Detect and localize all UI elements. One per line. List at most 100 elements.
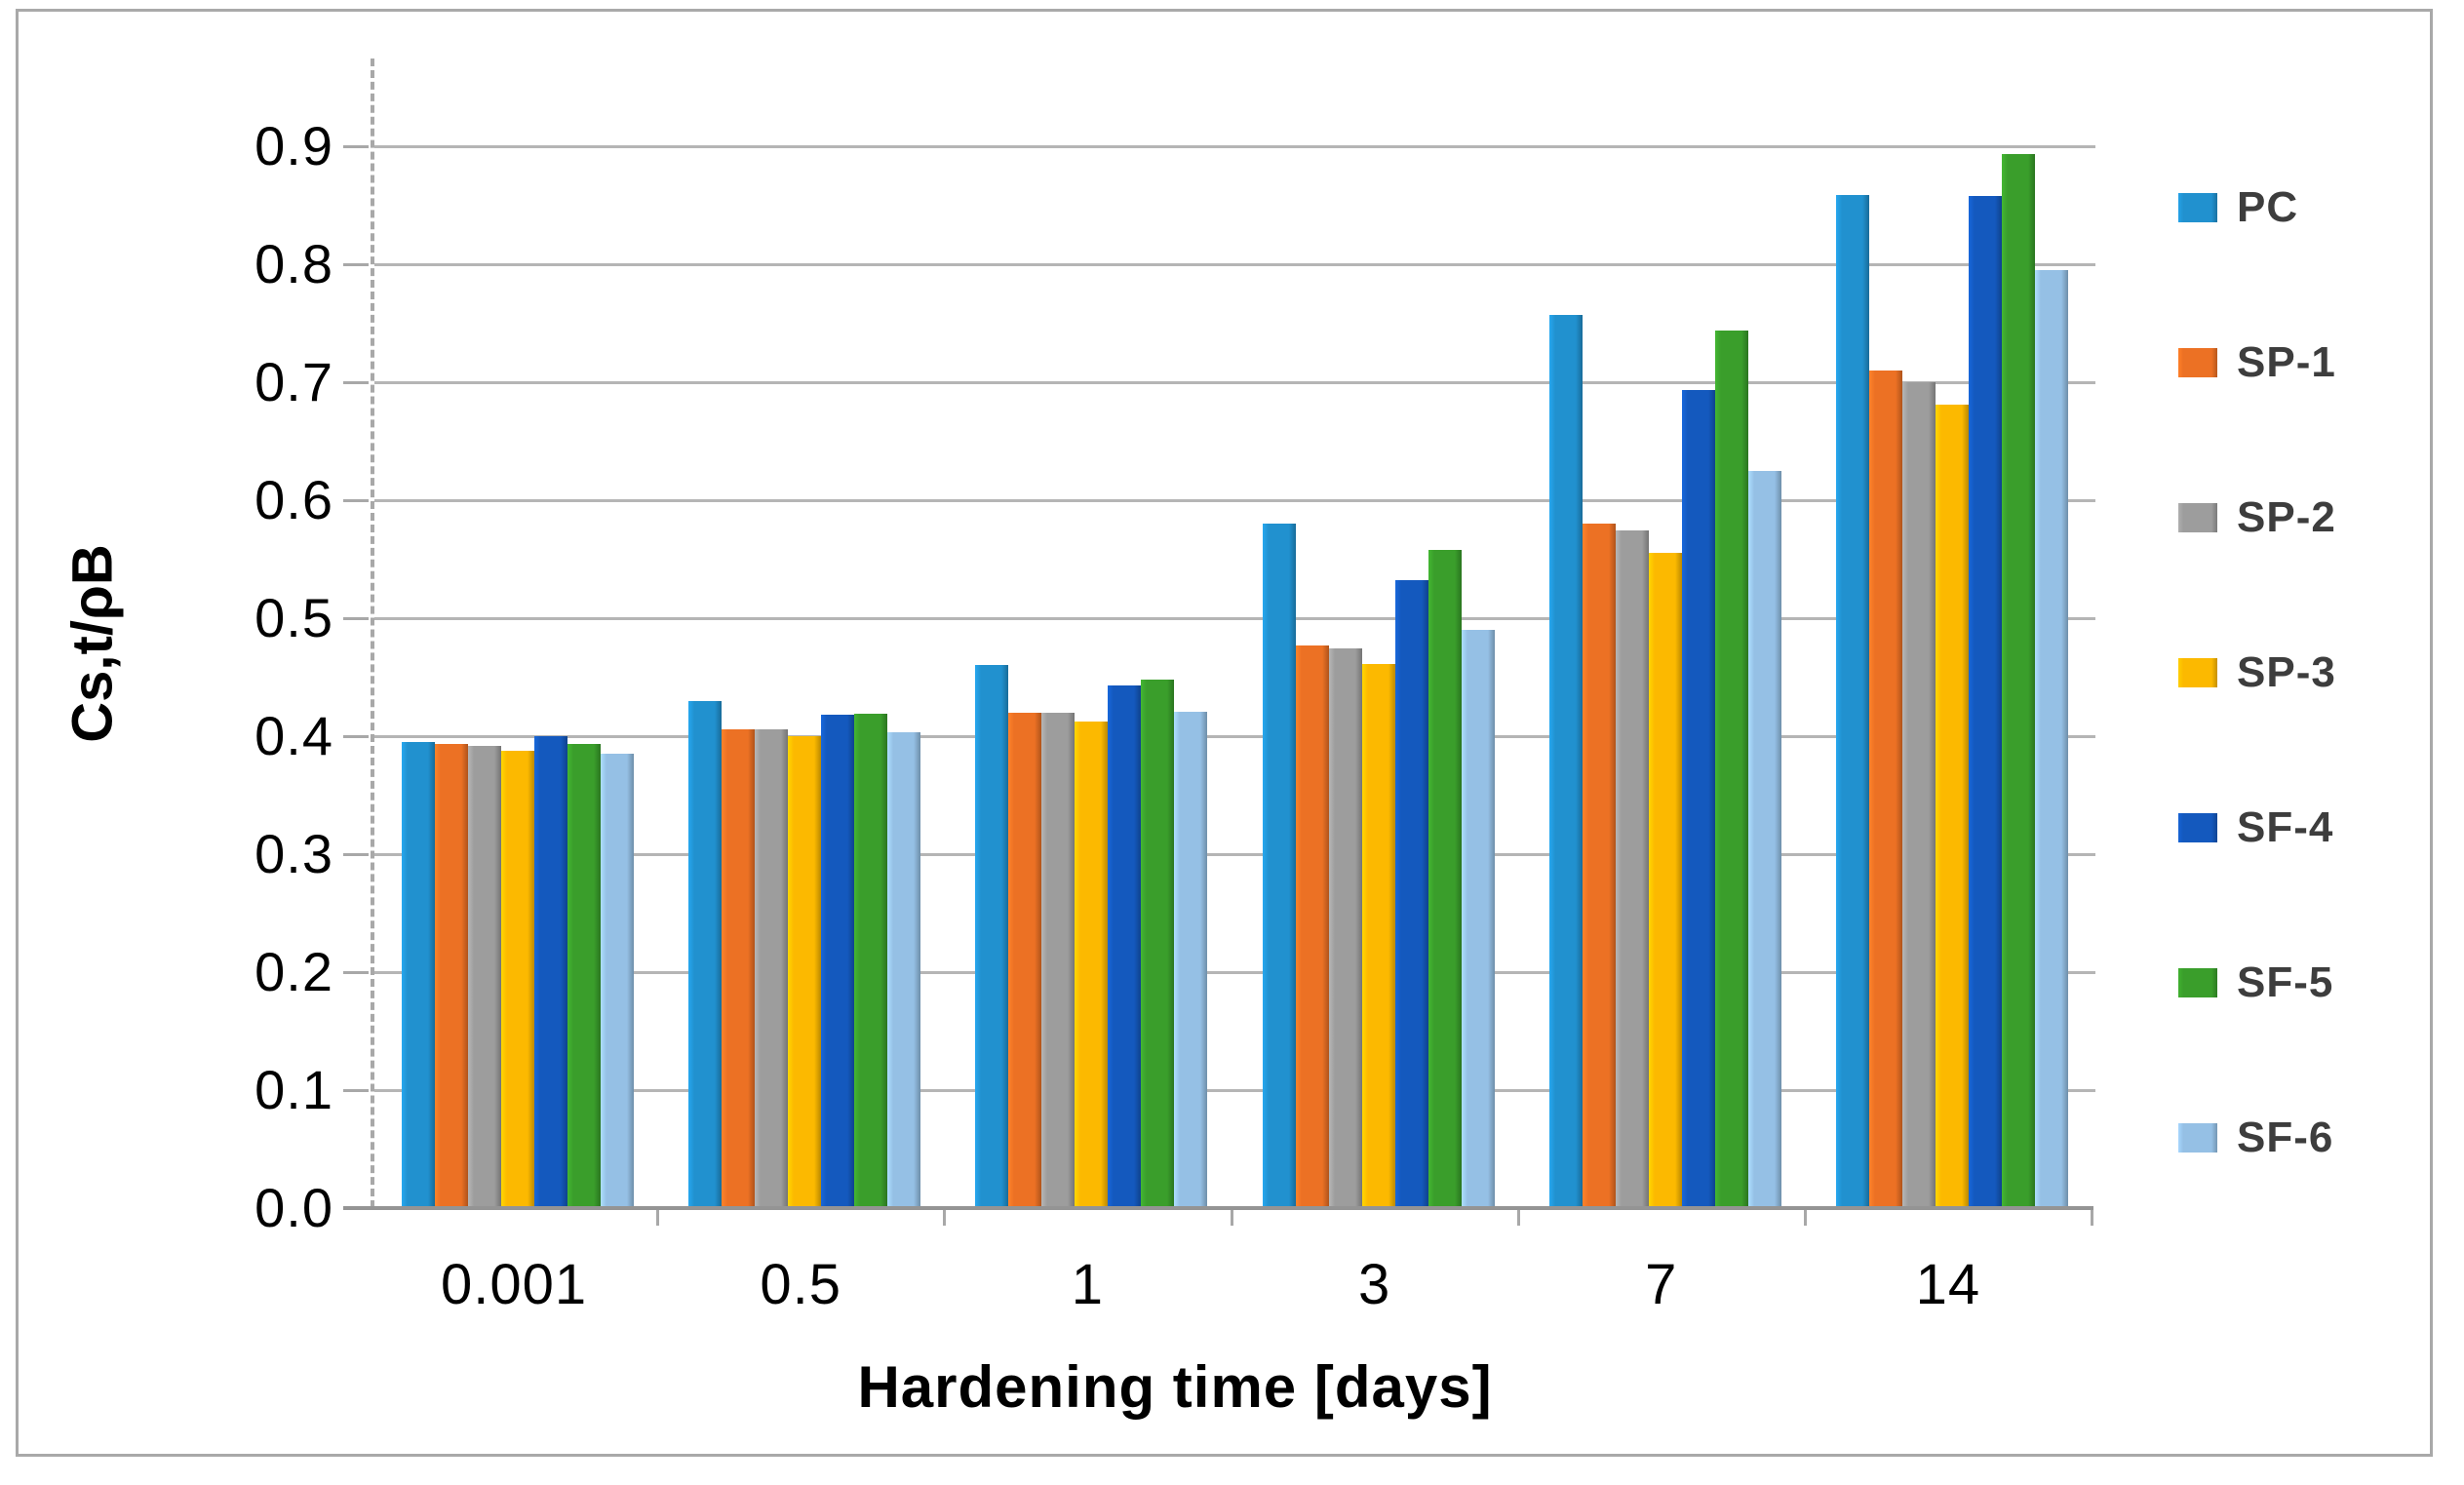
y-tick-label: 0.0 xyxy=(254,1177,333,1238)
legend-swatch-sp-1 xyxy=(2178,348,2217,377)
legend-item-sf-6: SF-6 xyxy=(2178,1114,2334,1161)
bar-sp-3-1 xyxy=(1075,722,1109,1208)
legend-label: SP-1 xyxy=(2237,338,2336,386)
y-axis-tick xyxy=(343,381,369,384)
x-tick-label: 0.5 xyxy=(760,1253,842,1316)
gridline xyxy=(374,1089,2095,1092)
y-tick-label: 0.1 xyxy=(254,1059,333,1120)
gridline xyxy=(374,971,2095,974)
bar-sf-5-7 xyxy=(1714,331,1748,1208)
y-axis-tick xyxy=(343,853,369,856)
legend-swatch-sf-6 xyxy=(2178,1123,2217,1153)
bar-sp-2-1 xyxy=(1041,713,1076,1208)
bar-sp-3-0.5 xyxy=(788,736,822,1208)
bar-sf-4-7 xyxy=(1681,390,1715,1208)
x-axis-tick xyxy=(656,1210,660,1226)
bar-sp-1-0.5 xyxy=(722,729,756,1208)
bar-sf-6-7 xyxy=(1747,471,1781,1208)
x-axis-line xyxy=(343,1206,2093,1210)
bar-sp-1-0.001 xyxy=(435,744,469,1208)
bar-sf-4-1 xyxy=(1108,685,1142,1208)
x-axis-tick xyxy=(1803,1210,1807,1226)
bar-pc-3 xyxy=(1262,524,1296,1208)
x-axis-tick xyxy=(943,1210,947,1226)
bar-sf-6-3 xyxy=(1461,630,1495,1208)
legend-item-sp-2: SP-2 xyxy=(2178,493,2336,541)
bar-pc-14 xyxy=(1835,195,1869,1208)
bar-sp-2-14 xyxy=(1901,382,1936,1208)
bar-sp-1-14 xyxy=(1868,371,1902,1208)
y-tick-label: 0.3 xyxy=(254,823,333,884)
y-tick-label: 0.6 xyxy=(254,469,333,530)
y-axis-tick xyxy=(343,735,369,738)
bar-pc-7 xyxy=(1548,315,1583,1208)
bar-sf-5-1 xyxy=(1141,680,1175,1208)
bar-sf-4-14 xyxy=(1968,196,2002,1208)
plot-area xyxy=(371,59,2095,1208)
bar-sp-3-3 xyxy=(1361,664,1395,1208)
bar-sp-1-1 xyxy=(1008,713,1042,1208)
bar-sf-6-14 xyxy=(2034,270,2068,1208)
bar-sp-3-0.001 xyxy=(501,751,535,1208)
x-axis-title: Hardening time [days] xyxy=(857,1354,1493,1420)
x-tick-label: 14 xyxy=(1915,1253,1981,1316)
bar-sf-4-0.001 xyxy=(534,736,568,1208)
legend-label: SF-6 xyxy=(2237,1114,2334,1161)
x-tick-label: 7 xyxy=(1645,1253,1678,1316)
x-tick-label: 3 xyxy=(1357,1253,1391,1316)
bar-sp-2-0.5 xyxy=(755,729,789,1208)
bar-sf-6-0.001 xyxy=(601,754,635,1208)
legend-label: SF-5 xyxy=(2237,958,2334,1006)
bar-pc-0.001 xyxy=(402,742,436,1208)
bar-sp-1-3 xyxy=(1295,645,1329,1208)
y-axis-tick xyxy=(343,145,369,148)
legend-item-sp-1: SP-1 xyxy=(2178,338,2336,386)
legend-item-sf-5: SF-5 xyxy=(2178,958,2334,1006)
y-axis-tick xyxy=(343,617,369,620)
legend-swatch-pc xyxy=(2178,193,2217,222)
y-axis-tick xyxy=(343,971,369,974)
gridline xyxy=(374,145,2095,148)
legend-swatch-sf-4 xyxy=(2178,813,2217,842)
y-axis-tick xyxy=(343,1089,369,1092)
legend-swatch-sp-2 xyxy=(2178,503,2217,532)
y-axis-tick xyxy=(343,263,369,266)
x-tick-label: 0.001 xyxy=(441,1253,588,1316)
x-axis-tick xyxy=(2091,1210,2093,1226)
x-tick-label: 1 xyxy=(1071,1253,1105,1316)
legend-label: SP-2 xyxy=(2237,493,2336,541)
legend-label: SP-3 xyxy=(2237,648,2336,696)
gridline xyxy=(374,381,2095,384)
legend-item-pc: PC xyxy=(2178,183,2298,231)
bar-sf-6-1 xyxy=(1174,712,1208,1208)
x-axis-tick xyxy=(1230,1210,1233,1226)
bar-sp-2-0.001 xyxy=(468,746,502,1208)
gridline xyxy=(374,617,2095,620)
bar-sp-3-14 xyxy=(1935,405,1969,1208)
y-tick-label: 0.8 xyxy=(254,233,333,294)
y-tick-label: 0.2 xyxy=(254,941,333,1002)
y-axis-tick xyxy=(343,499,369,502)
bar-pc-0.5 xyxy=(688,701,723,1208)
bar-sf-4-0.5 xyxy=(821,715,855,1208)
bar-sp-2-3 xyxy=(1328,648,1362,1208)
bar-sf-5-14 xyxy=(2001,154,2035,1208)
bar-pc-1 xyxy=(975,665,1009,1208)
y-tick-label: 0.9 xyxy=(254,115,333,176)
bar-sf-5-0.001 xyxy=(567,744,602,1208)
bar-sp-3-7 xyxy=(1648,553,1682,1208)
bar-sf-5-0.5 xyxy=(854,714,888,1208)
y-tick-label: 0.7 xyxy=(254,351,333,412)
bar-sf-6-0.5 xyxy=(887,732,921,1208)
y-tick-label: 0.4 xyxy=(254,705,333,766)
bar-sp-2-7 xyxy=(1615,530,1649,1208)
y-tick-label: 0.5 xyxy=(254,587,333,648)
x-axis-tick xyxy=(1516,1210,1520,1226)
gridline xyxy=(374,735,2095,738)
bar-sf-4-3 xyxy=(1394,580,1428,1208)
gridline xyxy=(374,263,2095,266)
bar-sf-5-3 xyxy=(1428,550,1462,1208)
gridline xyxy=(374,853,2095,856)
legend-swatch-sf-5 xyxy=(2178,968,2217,997)
